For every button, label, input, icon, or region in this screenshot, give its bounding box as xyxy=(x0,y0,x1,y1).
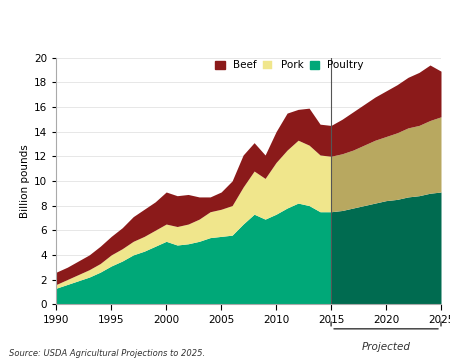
Text: U.S. meat exports, projections to 2025: U.S. meat exports, projections to 2025 xyxy=(7,19,297,32)
Text: Source: USDA Agricultural Projections to 2025.: Source: USDA Agricultural Projections to… xyxy=(9,349,205,358)
Text: Projected: Projected xyxy=(361,342,410,352)
Y-axis label: Billion pounds: Billion pounds xyxy=(20,144,30,218)
Legend: Beef, Pork, Poultry: Beef, Pork, Poultry xyxy=(216,60,364,70)
